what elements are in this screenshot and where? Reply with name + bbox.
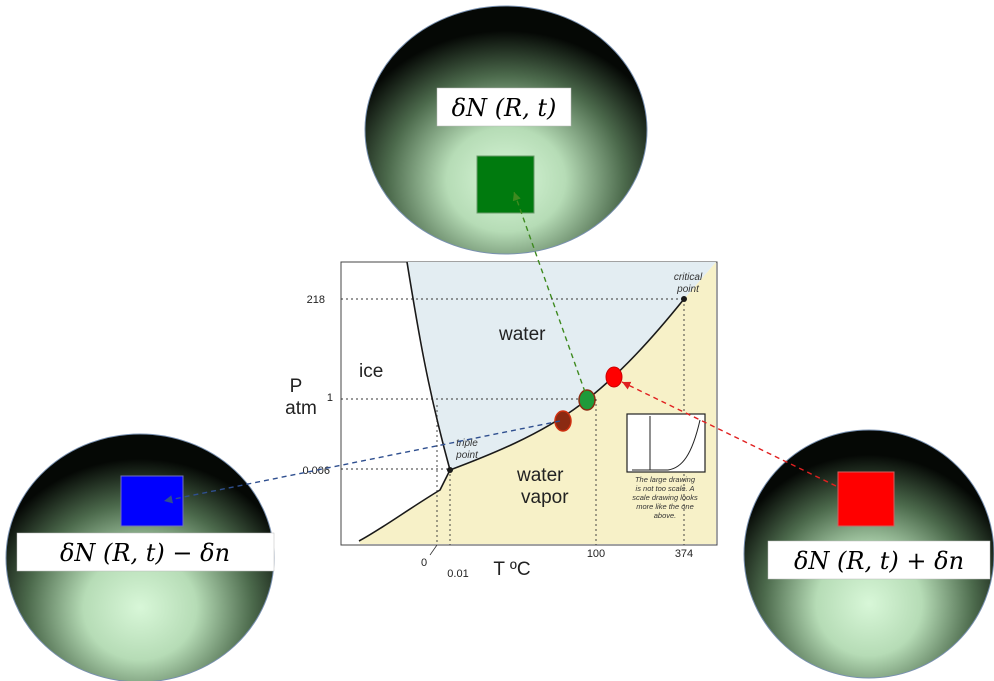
sublimation-curve [358,469,451,542]
y-tick-218: 218 [307,294,325,306]
bubble-right: δN (R, t) + δn [743,429,994,679]
square-green [476,155,535,214]
inset-note-2: is not too scale. A [636,484,695,493]
bubble-left-label: δN (R, t) − δn [60,539,230,567]
ice-label: ice [359,361,383,382]
marker-brown [554,410,572,432]
marker-green [578,389,596,411]
water-label: water [498,324,546,345]
x-tick-100: 100 [587,548,605,560]
y-axis-label-atm: atm [285,398,317,419]
label-box-left [16,532,275,572]
critical-point-line2: point [676,284,700,295]
triple-point-line1: triple [456,438,478,449]
inset-note-3: scale drawing looks [632,493,698,502]
triple-point-line2: point [455,450,479,461]
square-red [837,471,895,527]
label-box-top [436,87,572,127]
x-tick-374: 374 [675,548,693,560]
phase-diagram: ice water water vapor critical point tri… [285,261,718,580]
y-tick-1: 1 [327,392,333,404]
triple-point-dot [447,467,453,473]
x-tick-001: 0.01 [447,568,468,580]
bubble-left: δN (R, t) − δn [5,433,275,681]
label-box-right [767,540,991,580]
water-region [407,262,716,470]
bubble-right-label: δN (R, t) + δn [794,547,964,575]
fusion-curve [406,261,451,471]
x-axis-label: T ºC [493,559,530,580]
vapor-label-line1: water [516,465,564,486]
vapor-label-line2: vapor [521,487,569,508]
scale-inset [626,413,706,473]
critical-point-dot [681,296,687,302]
arrow-red [621,381,837,487]
y-tick-0006: 0.006 [302,465,330,477]
inset-note-1: The large drawing [635,475,696,484]
x-tick-0: 0 [421,557,427,569]
square-blue [120,475,184,527]
arrow-blue [163,420,561,504]
inset-note-4: more like the one [636,502,694,511]
bubble-top-label: δN (R, t) [452,94,557,122]
marker-red [605,366,623,388]
y-axis-label-p: P [290,376,303,397]
bubble-top: δN (R, t) [364,5,648,255]
inset-note-5: above. [654,511,677,520]
critical-point-line1: critical [674,272,703,283]
